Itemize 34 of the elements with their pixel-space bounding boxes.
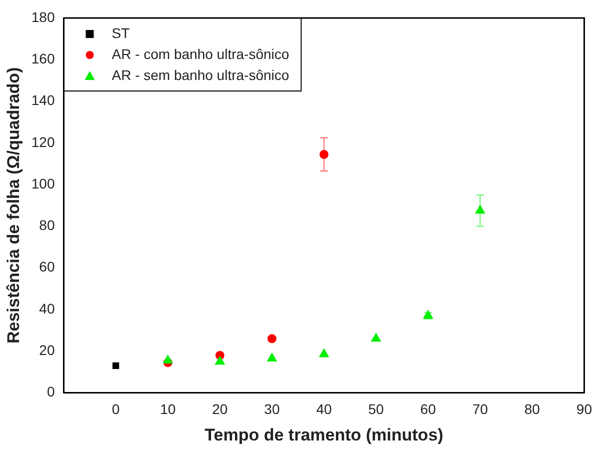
point <box>215 356 225 365</box>
x-tick-label: 10 <box>160 401 176 418</box>
y-tick-label: 160 <box>31 50 55 67</box>
x-tick-label: 60 <box>420 401 436 418</box>
x-tick-label: 70 <box>472 401 488 418</box>
y-tick-label: 60 <box>39 258 55 275</box>
point <box>163 355 173 364</box>
x-axis-title: Tempo de tramento (minutos) <box>204 425 444 444</box>
legend-label: AR - sem banho ultra-sônico <box>112 66 290 83</box>
point <box>267 352 277 362</box>
legend-label: ST <box>112 24 130 41</box>
point <box>112 362 120 370</box>
x-tick-label: 40 <box>316 401 332 418</box>
point <box>371 333 381 342</box>
y-tick-label: 180 <box>31 8 55 25</box>
y-tick-label: 100 <box>31 175 55 192</box>
x-tick-label: 80 <box>524 401 540 418</box>
y-tick-label: 20 <box>39 342 55 358</box>
x-tick-label: 30 <box>264 401 280 418</box>
point <box>475 205 485 214</box>
point <box>319 348 329 358</box>
point <box>319 150 328 159</box>
y-tick-label: 120 <box>31 134 55 150</box>
legend-label: AR - com banho ultra-sônico <box>112 46 290 62</box>
x-tick-label: 20 <box>212 401 228 418</box>
x-tick-label: 50 <box>368 401 384 418</box>
y-tick-label: 140 <box>31 92 55 108</box>
y-tick-label: 40 <box>39 300 55 316</box>
y-tick-label: 80 <box>39 217 55 234</box>
point <box>267 334 276 344</box>
y-axis-title: Resistência de folha (Ω/quadrado) <box>4 67 23 344</box>
x-tick-label: 90 <box>576 401 592 418</box>
x-tick-label: 0 <box>112 401 120 418</box>
y-tick-label: 0 <box>46 384 55 400</box>
